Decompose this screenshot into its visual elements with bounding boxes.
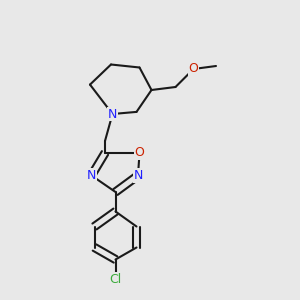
Text: O: O (135, 146, 144, 160)
Text: N: N (87, 169, 96, 182)
Text: O: O (189, 62, 198, 76)
Text: Cl: Cl (110, 273, 122, 286)
Text: N: N (108, 107, 117, 121)
Text: N: N (133, 169, 143, 182)
